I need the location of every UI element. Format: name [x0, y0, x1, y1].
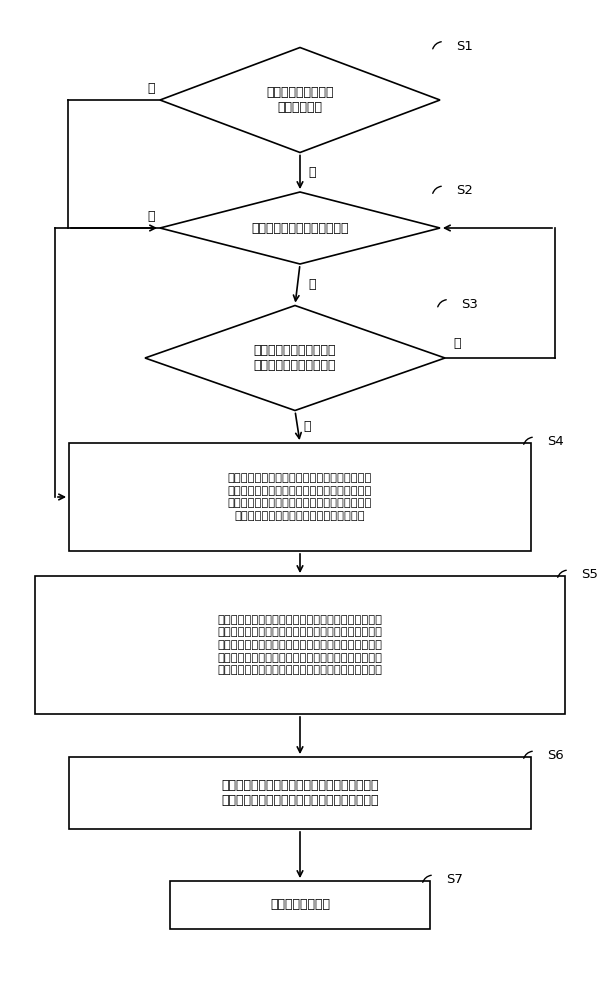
Text: 结束电量检测进程: 结束电量检测进程 [270, 898, 330, 912]
Text: 准电压值，且根据预设模数采样位数、基准电压: 准电压值，且根据预设模数采样位数、基准电压 [228, 498, 372, 508]
Text: 判断遥控器的按键是否在: 判断遥控器的按键是否在 [254, 344, 336, 357]
Text: 、基准电压及第二数字基准电压值获取第二电池电压值: 、基准电压及第二数字基准电压值获取第二电池电压值 [217, 665, 382, 675]
Text: 否: 否 [308, 166, 316, 179]
Text: 预设时间间隔内未被按下: 预设时间间隔内未被按下 [254, 359, 336, 372]
Bar [170, 881, 430, 929]
Text: 判断遥控器是否处于: 判断遥控器是否处于 [266, 86, 334, 99]
Bar [69, 443, 531, 551]
Text: 及第一数字基准电压值获取第一电池电压值: 及第一数字基准电压值获取第一电池电压值 [234, 511, 365, 521]
Text: 初始上电状态: 初始上电状态 [277, 101, 323, 114]
Text: S3: S3 [461, 298, 478, 310]
Text: 电量信息，并驱动遥控器显示所述电池电量信息: 电量信息，并驱动遥控器显示所述电池电量信息 [222, 794, 379, 807]
Bar [69, 757, 531, 829]
Text: 否: 否 [453, 337, 460, 350]
Text: S7: S7 [446, 873, 463, 886]
Text: 数采样基准电压以获得多个采样电压值，并在遥控器完: 数采样基准电压以获得多个采样电压值，并在遥控器完 [217, 627, 382, 637]
Text: S5: S5 [581, 568, 598, 581]
Text: S4: S4 [547, 435, 564, 448]
Text: S1: S1 [456, 39, 473, 52]
Text: 成控制信号发送时将多个采样电压值中的最小采样电压: 成控制信号发送时将多个采样电压值中的最小采样电压 [217, 640, 382, 650]
Text: 是: 是 [147, 210, 155, 223]
Text: 根据第一电池电压值和第二电池电压值获取电池: 根据第一电池电压值和第二电池电压值获取电池 [222, 779, 379, 792]
Text: S6: S6 [547, 749, 564, 762]
Text: 是: 是 [303, 420, 310, 433]
Text: 是: 是 [147, 82, 155, 95]
Text: 判断遥控器的按键是否被按下: 判断遥控器的按键是否被按下 [252, 222, 349, 234]
Bar [35, 576, 565, 714]
Text: 在遥控器处于控制信号发送状态下按照预设模数采样位: 在遥控器处于控制信号发送状态下按照预设模数采样位 [217, 615, 382, 625]
Text: 采样位数采样基准电压并生成相应的第一数字基: 采样位数采样基准电压并生成相应的第一数字基 [228, 486, 372, 496]
Text: 值作为第二数字基准电压值，且根据预设模数采样位数: 值作为第二数字基准电压值，且根据预设模数采样位数 [217, 653, 382, 663]
Text: S2: S2 [456, 184, 473, 197]
Text: 在遥控器不发送控制信号的状态下按照预设模数: 在遥控器不发送控制信号的状态下按照预设模数 [228, 473, 372, 483]
Text: 否: 否 [308, 278, 316, 291]
